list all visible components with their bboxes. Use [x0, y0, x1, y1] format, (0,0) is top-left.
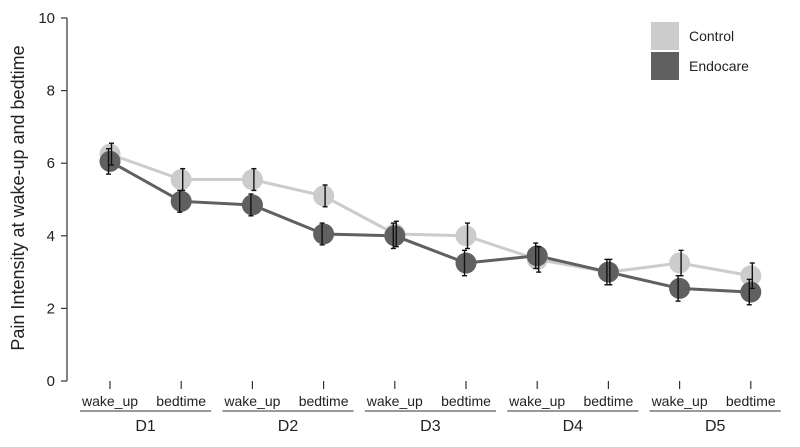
- group-label: D4: [563, 418, 584, 435]
- data-point-endocare: [455, 252, 477, 274]
- y-tick-label: 8: [47, 83, 55, 100]
- series-line-endocare: [109, 160, 751, 294]
- data-point-endocare: [313, 223, 335, 245]
- x-tick-label: wake_up: [508, 393, 565, 409]
- data-point-control: [669, 252, 691, 274]
- data-point-endocare: [241, 194, 263, 216]
- x-tick-label: wake_up: [81, 393, 138, 409]
- data-point-endocare: [99, 150, 121, 172]
- x-tick-label: bedtime: [726, 393, 776, 409]
- x-tick-label: bedtime: [156, 393, 206, 409]
- data-point-endocare: [669, 277, 691, 299]
- group-label: D1: [135, 418, 156, 435]
- data-point-endocare: [597, 261, 619, 283]
- data-point-endocare: [526, 245, 548, 267]
- y-tick-label: 0: [47, 373, 55, 390]
- data-point-control: [740, 265, 762, 287]
- group-label: D5: [705, 418, 726, 435]
- y-tick-label: 4: [47, 228, 55, 245]
- data-point-control: [313, 185, 335, 207]
- data-point-endocare: [740, 281, 762, 303]
- x-tick-label: wake_up: [366, 393, 423, 409]
- x-tick-label: wake_up: [651, 393, 708, 409]
- data-point-control: [455, 225, 477, 247]
- legend-label-control: Control: [689, 28, 734, 44]
- legend-swatch-endocare: [651, 52, 679, 80]
- legend-label-endocare: Endocare: [689, 58, 749, 74]
- series-line-control: [109, 152, 752, 278]
- y-axis-label: Pain Intensity at wake-up and bedtime: [8, 45, 28, 350]
- data-point-control: [241, 169, 263, 191]
- group-label: D3: [420, 418, 441, 435]
- plot-area: 0 2 4 6 8 10 wake_up bedtime wake_up bedtime wake_…: [38, 10, 781, 435]
- group-label: D2: [278, 418, 299, 435]
- x-tick-label: bedtime: [299, 393, 349, 409]
- data-point-control: [170, 169, 192, 191]
- data-point-endocare: [170, 190, 192, 212]
- y-tick-label: 6: [47, 155, 55, 172]
- y-tick-label: 2: [47, 300, 55, 317]
- data-point-endocare: [384, 225, 406, 247]
- x-tick-label: bedtime: [441, 393, 491, 409]
- legend-swatch-control: [651, 22, 679, 50]
- x-tick-label: wake_up: [223, 393, 280, 409]
- y-tick-label: 10: [38, 10, 55, 27]
- x-tick-label: bedtime: [583, 393, 633, 409]
